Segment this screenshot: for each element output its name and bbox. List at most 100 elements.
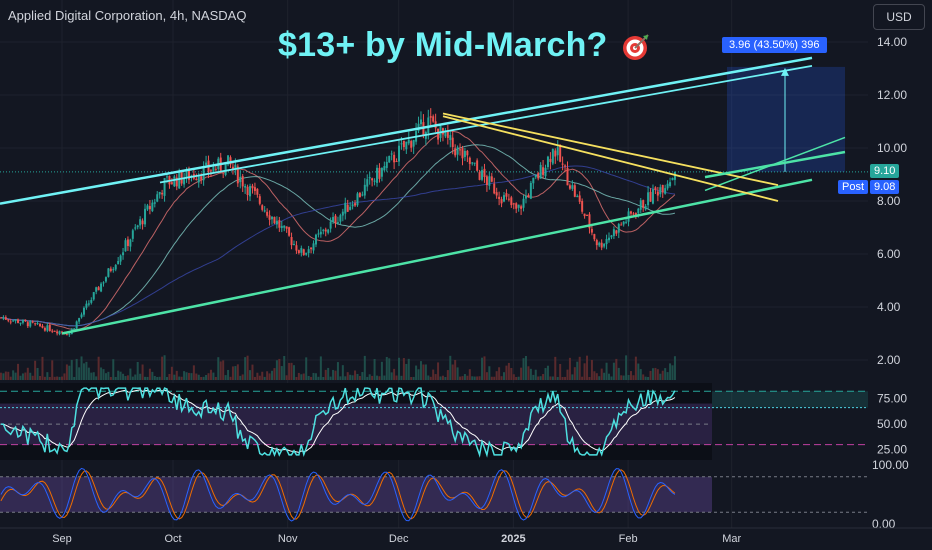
symbol-title[interactable]: Applied Digital Corporation, 4h, NASDAQ (8, 8, 247, 23)
volume-bar (463, 374, 466, 380)
candle-body (134, 227, 137, 229)
rsi-projection (712, 391, 868, 408)
candle-body (366, 179, 369, 187)
candle-body (546, 156, 549, 168)
candle-body (669, 182, 672, 187)
candle-body (234, 164, 237, 171)
time-tick-label: Nov (278, 533, 298, 545)
candle-body (26, 322, 29, 327)
volume-bar (12, 370, 15, 380)
rsi-tick-label: 75.00 (877, 391, 907, 405)
volume-bar (542, 374, 545, 380)
volume-bar (376, 375, 379, 380)
volume-bar (329, 376, 332, 380)
volume-bar (649, 370, 652, 380)
volume-bar (451, 364, 454, 380)
price-tick-label: 14.00 (877, 35, 907, 49)
volume-bar (544, 368, 547, 380)
candle-body (87, 303, 90, 305)
volume-bar (449, 355, 452, 380)
volume-bar (346, 372, 349, 380)
candle-body (405, 141, 408, 150)
candle-body (393, 154, 396, 163)
candle-body (0, 317, 2, 319)
volume-bar (214, 376, 217, 380)
candle-body (517, 204, 520, 208)
volume-bar (495, 371, 498, 380)
volume-bar (415, 365, 418, 380)
last-price-badge: 9.10 (870, 164, 900, 178)
candle-body (549, 158, 552, 162)
trend-line-channel-lower (61, 178, 813, 335)
volume-bar (58, 376, 61, 380)
volume-bar (654, 367, 657, 380)
volume-bar (92, 372, 95, 380)
candle-body (261, 205, 264, 210)
rsi-tick-label: 50.00 (877, 417, 907, 431)
volume-bar (354, 370, 357, 380)
volume-bar (485, 372, 488, 380)
volume-bar (166, 376, 169, 380)
volume-bar (556, 376, 559, 380)
time-axis[interactable]: Sep Oct Nov Dec 2025 Feb Mar (0, 527, 932, 545)
candle-body (368, 177, 371, 179)
post-price-badge: 9.08 (870, 180, 900, 194)
volume-bar (427, 375, 430, 380)
volume-bar (344, 376, 347, 380)
volume-bar (322, 376, 325, 380)
candle-body (673, 171, 676, 180)
candle-body (7, 319, 10, 321)
candle-body (534, 175, 537, 178)
volume-bar (31, 375, 34, 380)
volume-bar (407, 358, 410, 380)
trend-lines[interactable] (0, 56, 846, 335)
candle-body (43, 327, 46, 331)
candle-body (92, 292, 95, 300)
candle-body (31, 321, 34, 323)
candle-body (297, 250, 300, 253)
volume-bar (529, 368, 532, 380)
volume-bar (639, 369, 642, 380)
candle-body (141, 220, 144, 225)
candle-body (473, 162, 476, 164)
volume-bar (478, 376, 481, 380)
price-axis[interactable]: 14.00 12.00 10.00 8.00 6.00 4.00 2.00 75.00 50.0… (868, 0, 932, 550)
volume-bar (634, 356, 637, 380)
volume-bar (297, 372, 300, 380)
candle-body (292, 243, 295, 245)
volume-bar (305, 357, 308, 380)
candle-body (659, 187, 662, 195)
candle-body (576, 195, 579, 198)
candle-body (214, 168, 217, 170)
volume-bar (141, 364, 144, 380)
candle-body (485, 176, 488, 186)
volume-bar (129, 368, 132, 380)
candle-body (664, 188, 667, 194)
volume-bar (402, 358, 405, 380)
candle-body (114, 264, 117, 270)
volume-bar (65, 364, 68, 380)
volume-bar (236, 364, 239, 380)
volume-bar (515, 376, 518, 380)
volume-bar (209, 369, 212, 380)
candle-body (344, 202, 347, 214)
volume-bar (80, 356, 83, 380)
candle-body (9, 321, 12, 323)
candle-body (537, 173, 540, 179)
candle-body (209, 170, 212, 172)
volume-bar (197, 374, 200, 380)
volume-bar (41, 356, 44, 380)
volume-bar (217, 357, 220, 380)
volume-bar (361, 372, 364, 380)
volume-bar (600, 368, 603, 380)
volume-bar (605, 362, 608, 380)
candle-body (317, 233, 320, 235)
candle-body (241, 176, 244, 187)
volume-bar (673, 356, 676, 380)
candle-body (561, 163, 564, 165)
candle-body (649, 191, 652, 202)
volume-bar (581, 376, 584, 380)
candle-body (271, 216, 274, 220)
currency-selector[interactable]: USD (873, 4, 925, 30)
